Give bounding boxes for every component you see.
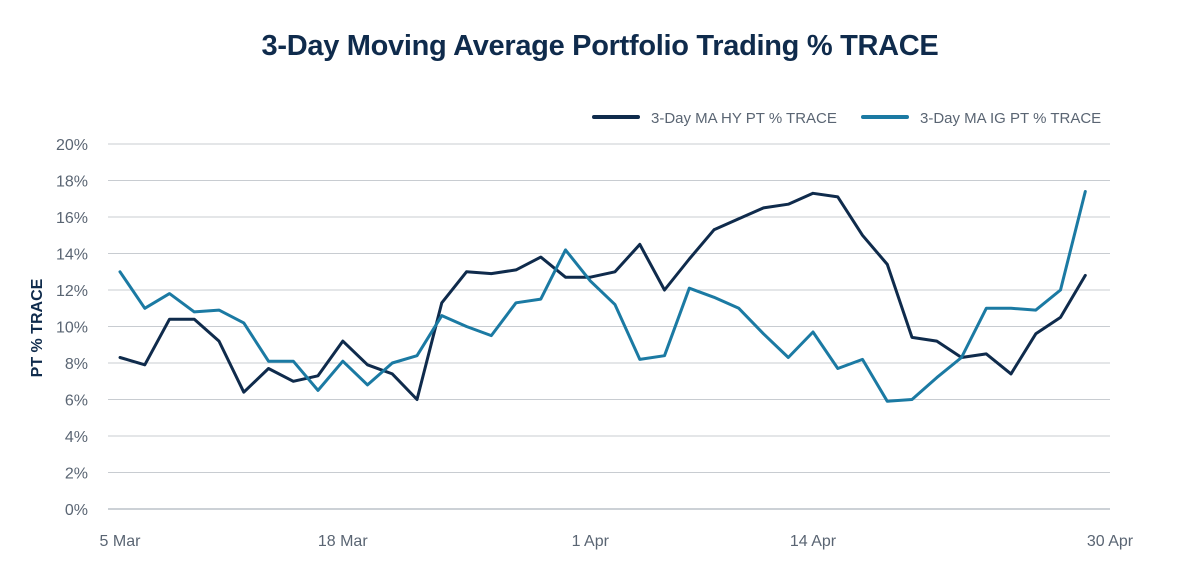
y-tick-label: 2% <box>65 466 88 483</box>
x-tick-label: 18 Mar <box>318 533 368 550</box>
x-tick-label: 30 Apr <box>1087 533 1134 550</box>
y-tick-label: 18% <box>56 174 88 191</box>
x-tick-label: 5 Mar <box>100 533 142 550</box>
y-tick-label: 12% <box>56 283 88 300</box>
x-tick-label: 1 Apr <box>572 533 610 550</box>
legend: 3-Day MA HY PT % TRACE 3-Day MA IG PT % T… <box>592 110 1101 127</box>
y-tick-label: 0% <box>65 502 88 519</box>
y-tick-label: 20% <box>56 137 88 154</box>
gridlines <box>108 143 1110 510</box>
x-axis-ticks: 5 Mar 18 Mar 1 Apr 14 Apr 30 Apr <box>100 533 1134 550</box>
y-tick-label: 6% <box>65 393 88 410</box>
y-tick-label: 4% <box>65 429 88 446</box>
y-tick-label: 10% <box>56 320 88 337</box>
y-tick-label: 14% <box>56 247 88 264</box>
series-line-hy <box>118 191 1087 401</box>
y-tick-label: 16% <box>56 210 88 227</box>
y-axis-ticks: 0% 2% 4% 6% 8% 10% 12% 14% 16% 18% 20% <box>56 137 88 519</box>
legend-label: 3-Day MA HY PT % TRACE <box>651 110 837 127</box>
series-lines <box>118 190 1087 403</box>
x-tick-label: 14 Apr <box>790 533 837 550</box>
series-line-ig <box>118 190 1087 403</box>
chart-title: 3-Day Moving Average Portfolio Trading %… <box>261 30 939 62</box>
y-tick-label: 8% <box>65 356 88 373</box>
legend-label: 3-Day MA IG PT % TRACE <box>920 110 1101 127</box>
y-axis-label: PT % TRACE <box>29 278 46 377</box>
